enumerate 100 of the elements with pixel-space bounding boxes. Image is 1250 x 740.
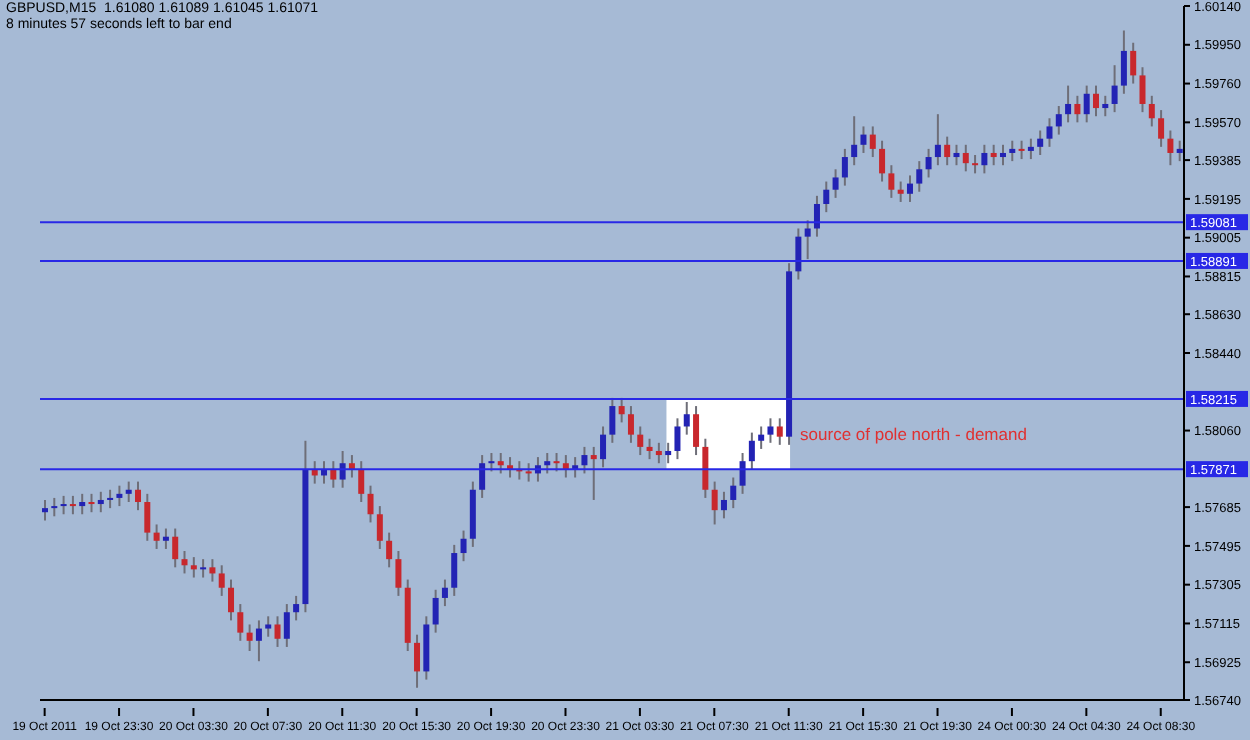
- candlestick: [739, 452, 746, 495]
- candlestick: [88, 492, 95, 514]
- candlestick: [906, 174, 913, 203]
- candlestick: [367, 484, 374, 524]
- candlestick: [1130, 41, 1137, 85]
- candlestick: [525, 462, 532, 483]
- candlestick: [590, 445, 597, 501]
- candlestick: [655, 441, 662, 465]
- candlestick: [125, 480, 132, 504]
- candlestick: [479, 454, 486, 499]
- candlestick: [1102, 94, 1109, 118]
- candlestick: [246, 623, 253, 653]
- candlestick: [339, 449, 346, 489]
- candlestick: [888, 164, 895, 199]
- candlestick: [767, 417, 774, 444]
- candlestick: [953, 143, 960, 167]
- candlestick: [925, 147, 932, 179]
- candlestick: [423, 615, 430, 681]
- candlestick: [972, 154, 979, 175]
- candlestick: [1158, 109, 1165, 148]
- candlestick: [386, 531, 393, 569]
- candlestick: [581, 445, 588, 475]
- candlestick: [432, 588, 439, 634]
- candlestick: [1037, 129, 1044, 157]
- candlestick: [283, 603, 290, 648]
- candlestick: [934, 113, 941, 167]
- candlestick: [265, 615, 272, 638]
- candlestick: [693, 405, 700, 457]
- candlestick: [683, 400, 690, 436]
- candlestick: [1148, 94, 1155, 128]
- candlestick: [376, 505, 383, 550]
- candlestick: [162, 527, 169, 550]
- candlestick: [153, 523, 160, 550]
- candlestick: [60, 494, 67, 516]
- candlestick: [720, 490, 727, 520]
- candlestick: [1009, 139, 1016, 163]
- candlestick: [395, 549, 402, 597]
- candlestick: [813, 194, 820, 238]
- candlestick: [144, 492, 151, 542]
- candlestick: [646, 437, 653, 461]
- candlestick: [962, 143, 969, 173]
- candlestick: [497, 452, 504, 475]
- candlestick: [609, 396, 616, 444]
- candlestick: [200, 558, 207, 579]
- candlestick: [944, 135, 951, 167]
- candlestick: [451, 543, 458, 597]
- candlestick: [107, 488, 114, 510]
- candlestick: [730, 476, 737, 510]
- candlestick: [618, 396, 625, 424]
- candlestick: [172, 527, 179, 569]
- candlestick: [79, 492, 86, 516]
- candlestick: [135, 480, 142, 512]
- candlestick: [553, 452, 560, 473]
- candlestick: [181, 549, 188, 575]
- candlestick: [228, 578, 235, 622]
- candlestick: [665, 441, 672, 465]
- candlestick: [702, 437, 709, 499]
- candlestick: [460, 529, 467, 563]
- candlestick: [897, 180, 904, 203]
- candlestick: [218, 564, 225, 597]
- candlestick: [1074, 94, 1081, 124]
- candlestick: [330, 460, 337, 489]
- candlestick: [851, 115, 858, 167]
- candlestick: [116, 484, 123, 508]
- candlestick: [711, 480, 718, 526]
- candlestick: [414, 633, 421, 689]
- candlestick: [237, 603, 244, 642]
- candlestick: [674, 417, 681, 461]
- candlestick: [255, 619, 262, 663]
- candlestick: [209, 558, 216, 583]
- candlestick: [69, 494, 76, 516]
- candlestick: [441, 578, 448, 608]
- candlestick: [1065, 84, 1072, 124]
- candlestick: [600, 425, 607, 469]
- candlestick: [544, 452, 551, 475]
- candlestick: [51, 496, 58, 518]
- candlestick: [1176, 139, 1183, 163]
- candlestick: [999, 143, 1006, 167]
- candlestick: [823, 180, 830, 214]
- candlestick: [748, 431, 755, 471]
- candlestick: [42, 498, 48, 522]
- candlestick: [1111, 64, 1118, 114]
- candlestick: [1139, 66, 1146, 114]
- candlestick: [776, 417, 783, 446]
- candlestick: [190, 556, 197, 579]
- candlestick: [1055, 105, 1062, 136]
- candlestick: [1083, 84, 1090, 124]
- candlestick: [97, 490, 104, 514]
- candlestick: [795, 227, 802, 281]
- candlestick: [841, 147, 848, 187]
- candlestick: [627, 405, 634, 444]
- candlestick: [1092, 84, 1099, 118]
- candlestick: [981, 143, 988, 175]
- annotation: source of pole north - demand: [800, 424, 1028, 445]
- candlestick: [990, 143, 997, 167]
- candlestick: [1167, 129, 1174, 167]
- candlestick: [832, 168, 839, 199]
- candlestick: [488, 452, 495, 473]
- candlestick: [758, 425, 765, 450]
- candlestick: [1046, 117, 1053, 148]
